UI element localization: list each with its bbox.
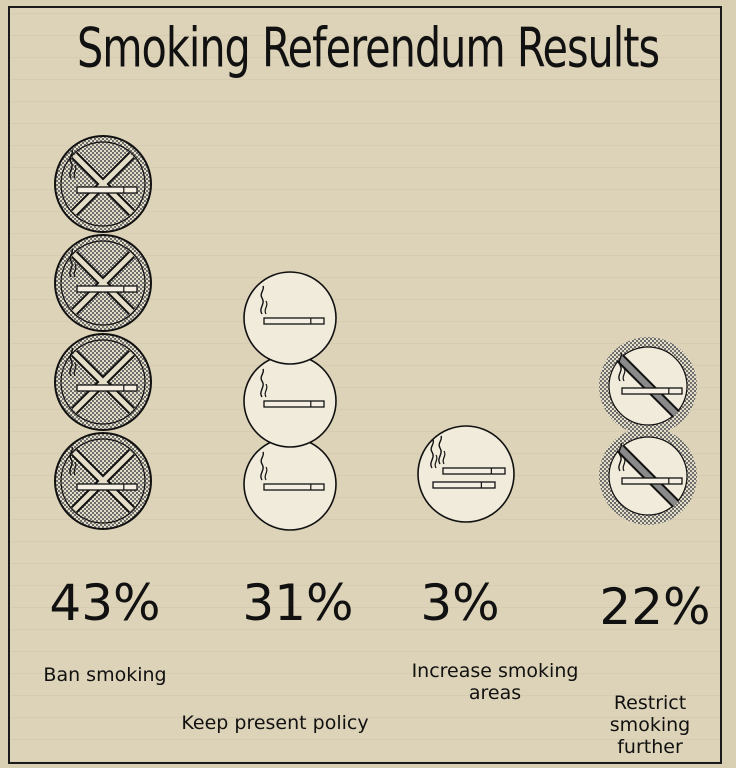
category-label-keep-present-policy: Keep present policy <box>181 712 369 734</box>
icon-two-cigarettes-2-0 <box>417 425 515 523</box>
icon-cigarette-1-0 <box>243 437 337 531</box>
category-label-increase-smoking-areas: Increase smoking areas <box>411 660 579 704</box>
category-label-restrict-smoking-further: Restrict smoking further <box>609 692 691 758</box>
icon-ban-x-0-2 <box>54 234 152 332</box>
chart-title: Smoking Referendum Results <box>76 16 660 80</box>
icon-ban-x-0-0 <box>54 432 152 530</box>
icon-ban-x-0-3 <box>54 135 152 233</box>
icon-cigarette-1-2 <box>243 271 337 365</box>
value-label-restrict-smoking-further: 22% <box>599 578 711 636</box>
value-label-keep-present-policy: 31% <box>242 574 354 632</box>
value-label-increase-smoking-areas: 3% <box>420 574 500 632</box>
category-label-ban-smoking: Ban smoking <box>43 664 167 686</box>
icon-cigarette-1-1 <box>243 354 337 448</box>
value-label-ban-smoking: 43% <box>49 574 161 632</box>
icon-ban-x-0-1 <box>54 333 152 431</box>
icon-no-smoking-3-1 <box>599 337 697 435</box>
icon-no-smoking-3-0 <box>599 427 697 525</box>
